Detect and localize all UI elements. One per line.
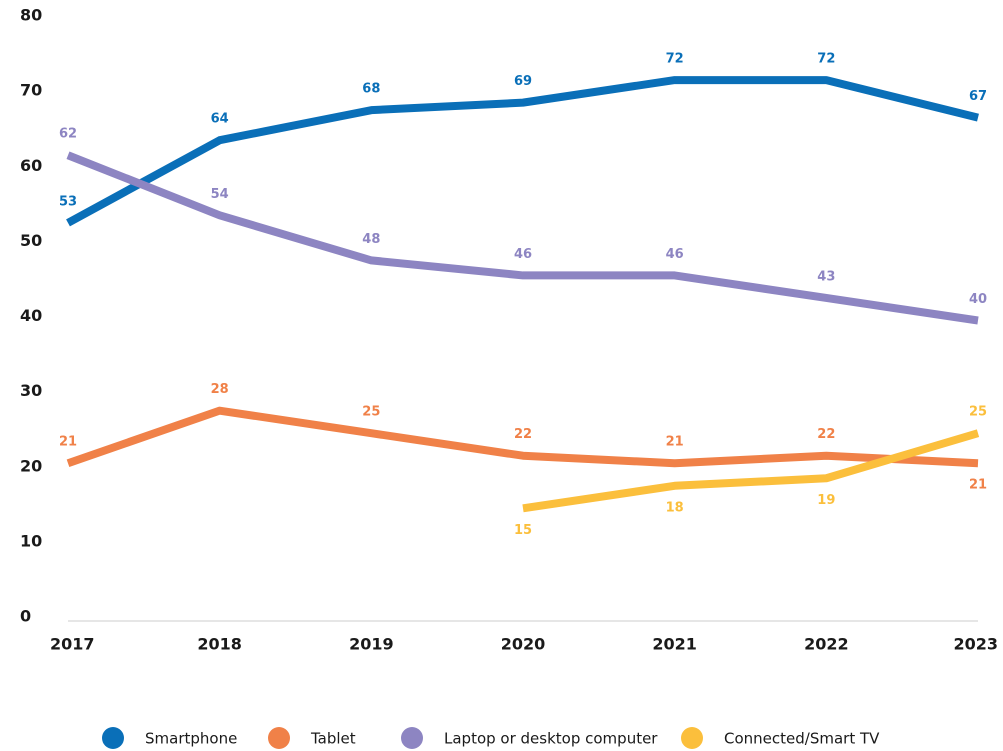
data-label: 25	[969, 405, 987, 420]
y-tick-label: 60	[20, 156, 42, 175]
legend-label: Connected/Smart TV	[724, 730, 880, 748]
x-tick-label: 2022	[804, 635, 849, 654]
x-tick-label: 2017	[50, 635, 95, 654]
y-tick-label: 40	[20, 306, 42, 325]
x-tick-label: 2023	[953, 635, 998, 654]
legend-swatch	[102, 727, 124, 749]
legend-swatch	[401, 727, 423, 749]
x-tick-label: 2020	[501, 635, 546, 654]
data-label: 62	[59, 127, 77, 142]
data-label: 18	[666, 500, 684, 515]
data-label: 72	[817, 52, 835, 67]
data-label: 22	[514, 427, 532, 442]
data-label: 46	[666, 247, 684, 262]
y-tick-label: 80	[20, 6, 42, 25]
legend-label: Smartphone	[145, 730, 237, 748]
x-tick-label: 2021	[652, 635, 697, 654]
x-tick-label: 2019	[349, 635, 394, 654]
series-line	[522, 429, 980, 513]
y-tick-label: 20	[20, 456, 42, 475]
series-line	[66, 406, 979, 468]
data-label: 46	[514, 247, 532, 262]
legend-label: Laptop or desktop computer	[444, 730, 658, 748]
data-label: 69	[514, 74, 532, 89]
data-label: 67	[969, 89, 987, 104]
legend-label: Tablet	[310, 730, 356, 748]
data-label: 68	[362, 82, 380, 97]
data-label: 28	[211, 382, 229, 397]
x-tick-label: 2018	[197, 635, 242, 654]
legend-swatch	[681, 727, 703, 749]
data-label: 64	[211, 112, 229, 127]
data-label: 21	[969, 478, 987, 493]
data-label: 21	[666, 435, 684, 450]
data-label: 54	[211, 187, 229, 202]
data-label: 40	[969, 292, 987, 307]
y-tick-label: 30	[20, 381, 42, 400]
series-line	[66, 151, 979, 325]
y-tick-label: 10	[20, 531, 42, 550]
data-label: 48	[362, 232, 380, 247]
data-label: 72	[666, 52, 684, 67]
data-label: 22	[817, 427, 835, 442]
data-label: 19	[817, 493, 835, 508]
y-tick-label: 0	[20, 607, 31, 626]
data-label: 21	[59, 435, 77, 450]
data-label: 53	[59, 194, 77, 209]
y-tick-label: 70	[20, 81, 42, 100]
data-label: 25	[362, 405, 380, 420]
data-label: 15	[514, 523, 532, 538]
legend-swatch	[268, 727, 290, 749]
y-tick-label: 50	[20, 231, 42, 250]
series-line	[66, 76, 979, 227]
data-label: 43	[817, 269, 835, 284]
